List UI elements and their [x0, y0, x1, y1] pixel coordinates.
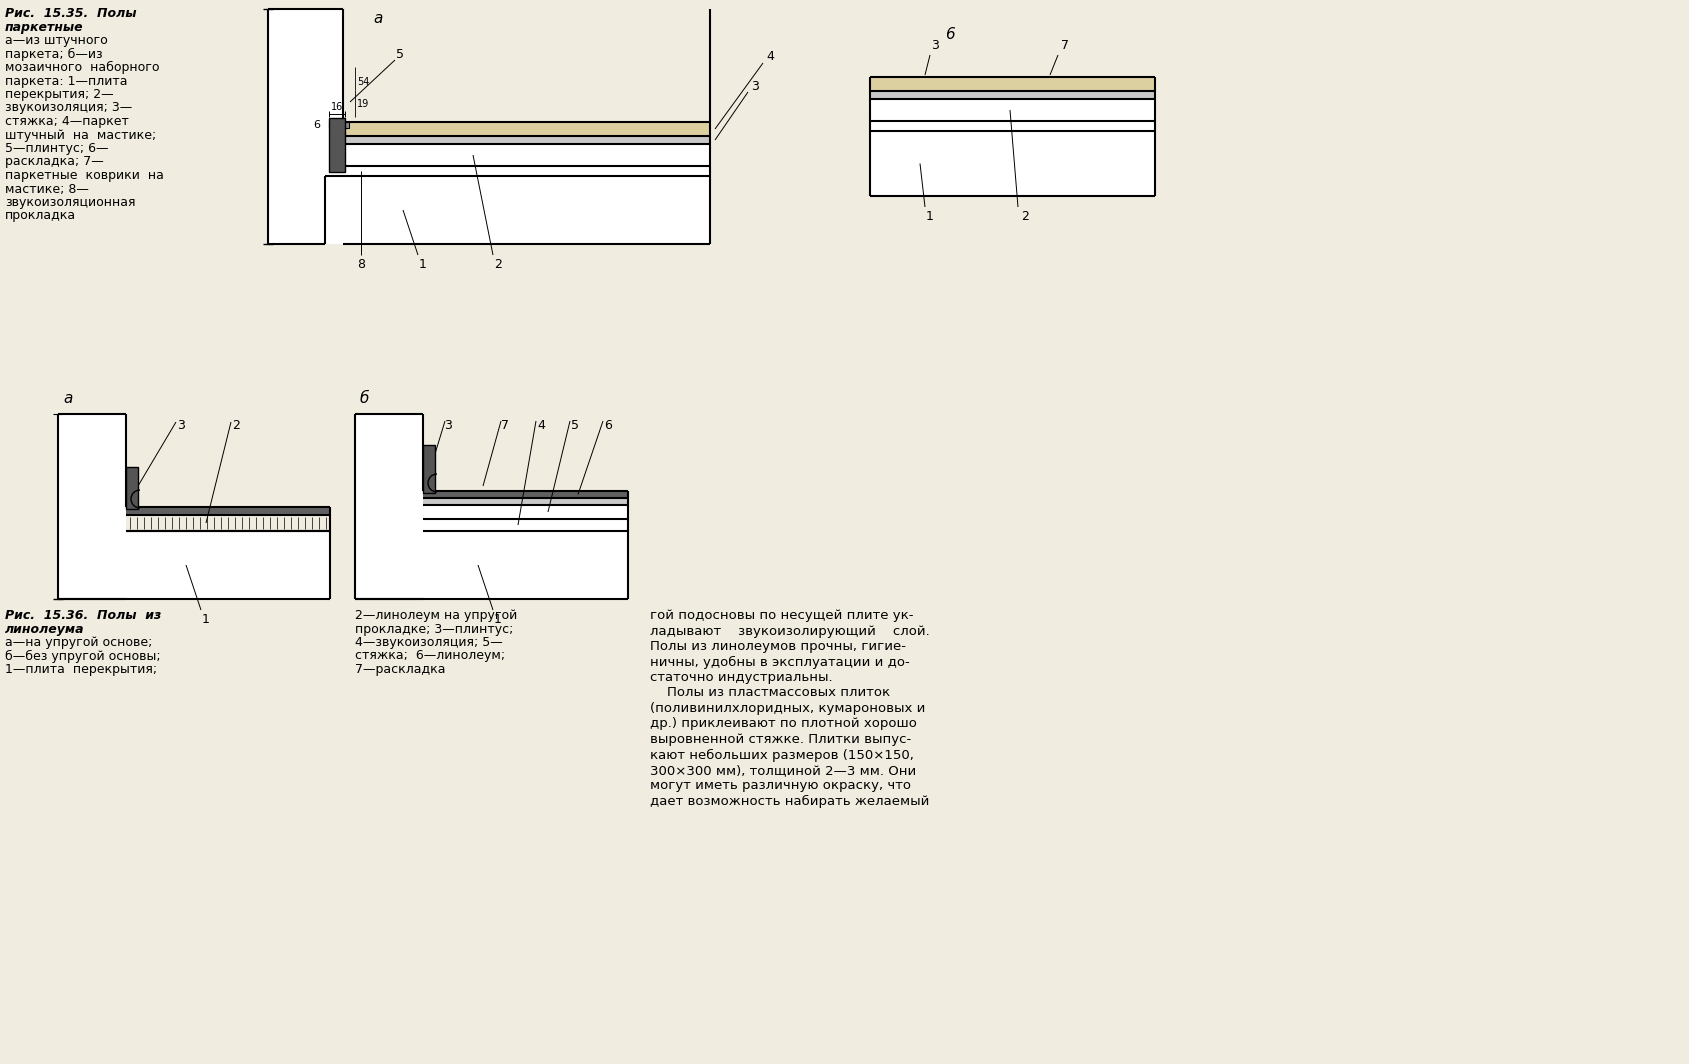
Text: 5: 5	[395, 48, 404, 61]
Text: 1—плита  перекрытия;: 1—плита перекрытия;	[5, 663, 157, 676]
Text: линолеума: линолеума	[5, 622, 84, 635]
Text: Полы из линолеумов прочны, гигие-: Полы из линолеумов прочны, гигие-	[650, 641, 905, 653]
Text: 8: 8	[356, 257, 365, 271]
Text: Полы из пластмассовых плиток: Полы из пластмассовых плиток	[650, 686, 890, 699]
Text: др.) приклеивают по плотной хорошо: др.) приклеивают по плотной хорошо	[650, 717, 917, 731]
Text: мастике; 8—: мастике; 8—	[5, 183, 90, 196]
Text: Рис.  15.35.  Полы: Рис. 15.35. Полы	[5, 7, 137, 20]
Bar	[343, 144, 709, 166]
Text: кают небольших размеров (150×150,: кают небольших размеров (150×150,	[650, 748, 914, 762]
Text: стяжка;  6—линолеум;: стяжка; 6—линолеум;	[355, 649, 505, 663]
Text: паркета; б—из: паркета; б—из	[5, 48, 103, 61]
Bar	[343, 136, 709, 144]
Text: 3: 3	[931, 39, 939, 52]
Text: паркетные: паркетные	[5, 20, 84, 33]
Text: 7—раскладка: 7—раскладка	[355, 663, 446, 676]
Text: мозаичного  наборного: мозаичного наборного	[5, 61, 159, 74]
Text: 3: 3	[752, 80, 758, 93]
Bar	[422, 531, 628, 599]
Text: 16: 16	[331, 102, 343, 112]
Text: паркетные  коврики  на: паркетные коврики на	[5, 169, 164, 182]
Text: могут иметь различную окраску, что: могут иметь различную окраску, что	[650, 780, 910, 793]
Text: 2: 2	[495, 257, 502, 271]
Text: 2—линолеум на упругой: 2—линолеум на упругой	[355, 609, 517, 622]
Text: а: а	[62, 390, 73, 406]
Bar	[343, 176, 709, 244]
Text: гой подосновы по несущей плите ук-: гой подосновы по несущей плите ук-	[650, 609, 914, 622]
Text: 3: 3	[444, 419, 453, 432]
Text: 300×300 мм), толщиной 2—3 мм. Они: 300×300 мм), толщиной 2—3 мм. Они	[650, 764, 915, 777]
Text: 4—звукоизоляция; 5—: 4—звукоизоляция; 5—	[355, 636, 503, 649]
Bar	[422, 445, 436, 493]
Text: б: б	[360, 390, 370, 406]
Bar	[355, 519, 422, 599]
Bar	[343, 166, 709, 176]
Text: выровненной стяжке. Плитки выпус-: выровненной стяжке. Плитки выпус-	[650, 733, 912, 746]
Text: 6: 6	[946, 27, 954, 41]
Bar	[127, 508, 329, 515]
Text: статочно индустриальны.: статочно индустриальны.	[650, 671, 833, 684]
Text: 3: 3	[177, 419, 184, 432]
Text: 1: 1	[203, 613, 209, 626]
Text: (поливинилхлоридных, кумароновых и: (поливинилхлоридных, кумароновых и	[650, 702, 926, 715]
Text: а—из штучного: а—из штучного	[5, 34, 108, 47]
Text: звукоизоляционная: звукоизоляционная	[5, 196, 135, 209]
Text: 1: 1	[495, 613, 502, 626]
Bar	[269, 9, 343, 244]
Bar	[422, 491, 628, 498]
Text: звукоизоляция; 3—: звукоизоляция; 3—	[5, 101, 132, 115]
Text: 5—плинтус; 6—: 5—плинтус; 6—	[5, 142, 108, 155]
Bar	[127, 531, 329, 599]
Text: раскладка; 7—: раскладка; 7—	[5, 155, 103, 168]
Bar	[422, 498, 628, 505]
Bar	[343, 122, 709, 136]
Text: а—на упругой основе;: а—на упругой основе;	[5, 636, 152, 649]
Text: ладывают    звукоизолирующий    слой.: ладывают звукоизолирующий слой.	[650, 625, 929, 637]
Text: 6: 6	[314, 120, 321, 130]
Bar	[127, 467, 138, 509]
Bar	[355, 414, 422, 599]
Bar	[329, 118, 345, 172]
Text: 7: 7	[502, 419, 508, 432]
Text: паркета: 1—плита: паркета: 1—плита	[5, 74, 127, 87]
Text: дает возможность набирать желаемый: дает возможность набирать желаемый	[650, 795, 929, 808]
Text: прокладке; 3—плинтус;: прокладке; 3—плинтус;	[355, 622, 513, 635]
Text: 6: 6	[605, 419, 611, 432]
Text: 19: 19	[356, 99, 370, 109]
Text: 4: 4	[537, 419, 546, 432]
Bar	[324, 176, 343, 244]
Text: ничны, удобны в эксплуатации и до-: ничны, удобны в эксплуатации и до-	[650, 655, 910, 668]
Text: 1: 1	[926, 210, 934, 223]
Text: 4: 4	[767, 50, 774, 63]
Text: а: а	[373, 11, 382, 26]
Text: 7: 7	[1061, 39, 1069, 52]
Text: штучный  на  мастике;: штучный на мастике;	[5, 129, 157, 142]
Bar	[870, 121, 1155, 131]
Bar	[269, 9, 343, 176]
Text: б—без упругой основы;: б—без упругой основы;	[5, 649, 160, 663]
Text: перекрытия; 2—: перекрытия; 2—	[5, 88, 113, 101]
Bar	[870, 99, 1155, 121]
Text: прокладка: прокладка	[5, 210, 76, 222]
Text: 2: 2	[231, 419, 240, 432]
Text: 5: 5	[571, 419, 579, 432]
Bar	[269, 176, 324, 244]
Text: Рис.  15.36.  Полы  из: Рис. 15.36. Полы из	[5, 609, 160, 622]
Bar	[870, 131, 1155, 196]
Text: стяжка; 4—паркет: стяжка; 4—паркет	[5, 115, 128, 128]
Bar	[329, 122, 350, 128]
Bar	[422, 505, 628, 519]
Bar	[422, 519, 628, 531]
Bar	[57, 414, 127, 599]
Bar	[870, 77, 1155, 92]
Bar	[870, 92, 1155, 99]
Text: 2: 2	[1022, 210, 1029, 223]
Text: 54: 54	[356, 77, 370, 87]
Text: 1: 1	[419, 257, 427, 271]
Bar	[57, 531, 127, 599]
